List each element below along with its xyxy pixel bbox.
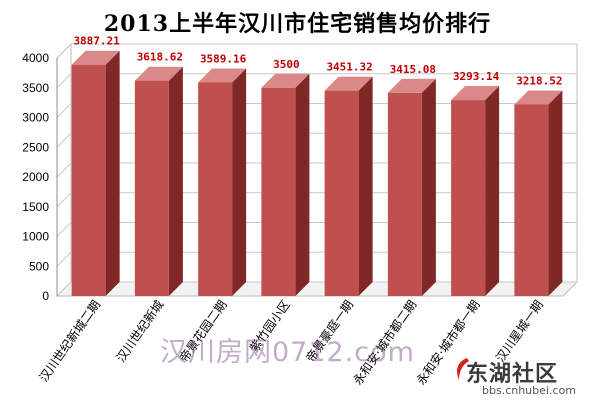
- y-tick-label: 1000: [22, 230, 49, 244]
- data-label: 3589.16: [200, 52, 247, 65]
- bar: [451, 86, 500, 296]
- y-tick-label: 0: [42, 289, 49, 303]
- logo-url-watermark: bbs.cnhubei.com: [482, 384, 576, 397]
- bar-side: [485, 86, 500, 296]
- bar-top: [451, 86, 500, 101]
- bar-top: [261, 73, 310, 88]
- bar-side: [168, 66, 183, 296]
- bar: [324, 76, 373, 297]
- bar-front: [134, 80, 169, 296]
- data-label: 3218.52: [516, 74, 562, 87]
- x-tick-label: 汉川星城一期: [493, 298, 546, 365]
- y-tick-label: 1500: [22, 200, 49, 214]
- bar-side: [358, 76, 373, 297]
- logo-swoosh-icon: [457, 358, 469, 380]
- y-tick-label: 4000: [22, 51, 49, 65]
- bar-side: [421, 78, 436, 297]
- y-tick-label: 500: [29, 259, 49, 273]
- data-label: 3451.32: [326, 61, 372, 74]
- bar-side: [295, 73, 310, 296]
- bar-front: [387, 92, 422, 297]
- bar: [387, 78, 436, 297]
- bar-front: [198, 82, 233, 296]
- bars-layer: [71, 50, 563, 297]
- bar-side: [232, 68, 247, 296]
- logo-watermark: 东湖社区: [466, 362, 559, 387]
- x-tick-label: 汉川世纪新城: [113, 297, 167, 365]
- bar-front: [324, 90, 359, 297]
- x-tick-label: 汉川世纪新城二期: [36, 297, 103, 384]
- bar-top: [198, 68, 247, 83]
- bar-front: [71, 64, 106, 297]
- site-watermark: 汉川房网0712.com: [160, 337, 415, 368]
- y-tick-label: 2000: [22, 170, 49, 184]
- bar-top: [514, 90, 563, 105]
- gridline: [56, 73, 577, 89]
- bar: [261, 73, 310, 296]
- y-tick-label: 3500: [22, 81, 49, 95]
- data-label: 3500: [273, 58, 300, 71]
- bar-top: [387, 78, 436, 93]
- bar: [71, 50, 120, 297]
- bar-front: [451, 100, 486, 296]
- bar-front: [261, 87, 296, 296]
- y-tick-label: 2500: [22, 140, 49, 154]
- bar-front: [514, 104, 549, 296]
- bar-side: [548, 90, 563, 296]
- chart-title: 2013上半年汉川市住宅销售均价排行: [103, 11, 492, 37]
- bar: [198, 68, 247, 296]
- data-label: 3887.21: [73, 35, 120, 48]
- y-tick-label: 3000: [22, 111, 49, 125]
- data-label: 3618.62: [137, 51, 183, 64]
- bar: [134, 66, 183, 296]
- bar-side: [105, 50, 120, 297]
- gridline: [56, 43, 577, 59]
- data-label: 3293.14: [453, 70, 500, 83]
- bar-top: [71, 50, 120, 65]
- bar-top: [324, 76, 373, 91]
- data-label: 3415.08: [390, 63, 436, 76]
- bar-top: [134, 66, 183, 81]
- bar: [514, 90, 563, 296]
